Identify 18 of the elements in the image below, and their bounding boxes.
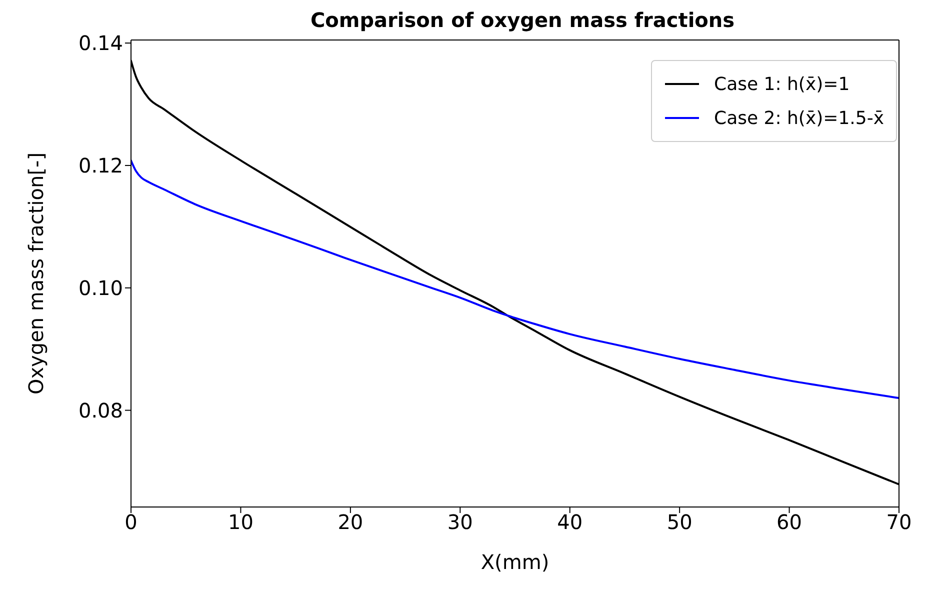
x-tick-label: 70	[886, 510, 912, 534]
x-tick-label: 50	[666, 510, 692, 534]
x-tick-label: 60	[776, 510, 802, 534]
y-tick-label: 0.10	[78, 276, 123, 300]
y-tick-label: 0.12	[78, 154, 123, 178]
x-tick-label: 40	[557, 510, 583, 534]
x-tick-label: 30	[447, 510, 473, 534]
x-axis-title: X(mm)	[480, 550, 550, 574]
x-tick-label: 0	[124, 510, 138, 534]
legend-label: Case 2: h(x̄)=1.5-x̄	[714, 108, 884, 128]
y-axis-title: Oxygen mass fraction[-]	[24, 152, 48, 395]
x-tick-label: 10	[228, 510, 254, 534]
x-tick-label: 20	[338, 510, 364, 534]
chart-title: Comparison of oxygen mass fractions	[309, 8, 736, 32]
line-series	[131, 160, 899, 400]
y-tick-label: 0.08	[78, 398, 123, 422]
y-tick-label: 0.14	[78, 31, 123, 56]
legend-label: Case 1: h(x̄)=1	[714, 74, 850, 94]
